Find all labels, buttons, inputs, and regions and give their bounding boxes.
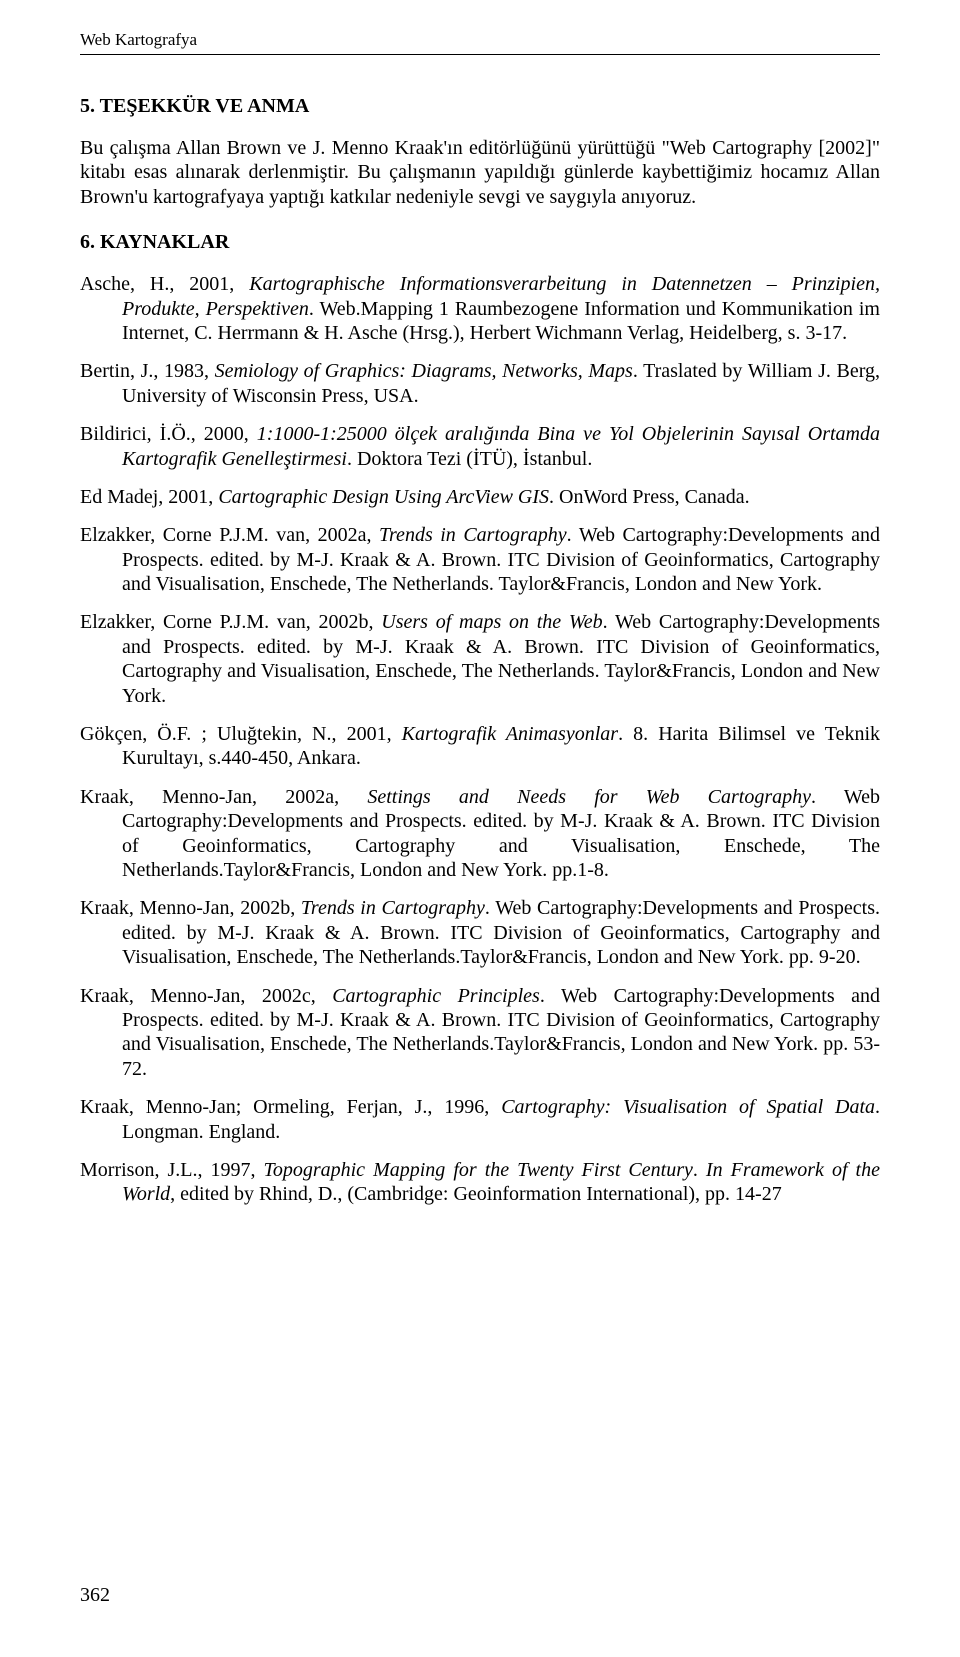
section-5-paragraph: Bu çalışma Allan Brown ve J. Menno Kraak… (80, 136, 880, 209)
section-6-title: 6. KAYNAKLAR (80, 231, 880, 254)
reference-item: Gökçen, Ö.F. ; Uluğtekin, N., 2001, Kart… (80, 722, 880, 771)
reference-item: Asche, H., 2001, Kartographische Informa… (80, 272, 880, 345)
reference-item: Elzakker, Corne P.J.M. van, 2002a, Trend… (80, 523, 880, 596)
reference-item: Bertin, J., 1983, Semiology of Graphics:… (80, 359, 880, 408)
reference-item: Ed Madej, 2001, Cartographic Design Usin… (80, 485, 880, 509)
reference-item: Elzakker, Corne P.J.M. van, 2002b, Users… (80, 610, 880, 708)
reference-item: Bildirici, İ.Ö., 2000, 1:1000-1:25000 öl… (80, 422, 880, 471)
reference-item: Morrison, J.L., 1997, Topographic Mappin… (80, 1158, 880, 1207)
reference-item: Kraak, Menno-Jan; Ormeling, Ferjan, J., … (80, 1095, 880, 1144)
page-number: 362 (80, 1584, 110, 1607)
page: Web Kartografya 5. TEŞEKKÜR VE ANMA Bu ç… (0, 0, 960, 1657)
section-5-title: 5. TEŞEKKÜR VE ANMA (80, 95, 880, 118)
running-head: Web Kartografya (80, 30, 880, 55)
reference-item: Kraak, Menno-Jan, 2002c, Cartographic Pr… (80, 984, 880, 1082)
reference-item: Kraak, Menno-Jan, 2002a, Settings and Ne… (80, 785, 880, 883)
reference-item: Kraak, Menno-Jan, 2002b, Trends in Carto… (80, 896, 880, 969)
